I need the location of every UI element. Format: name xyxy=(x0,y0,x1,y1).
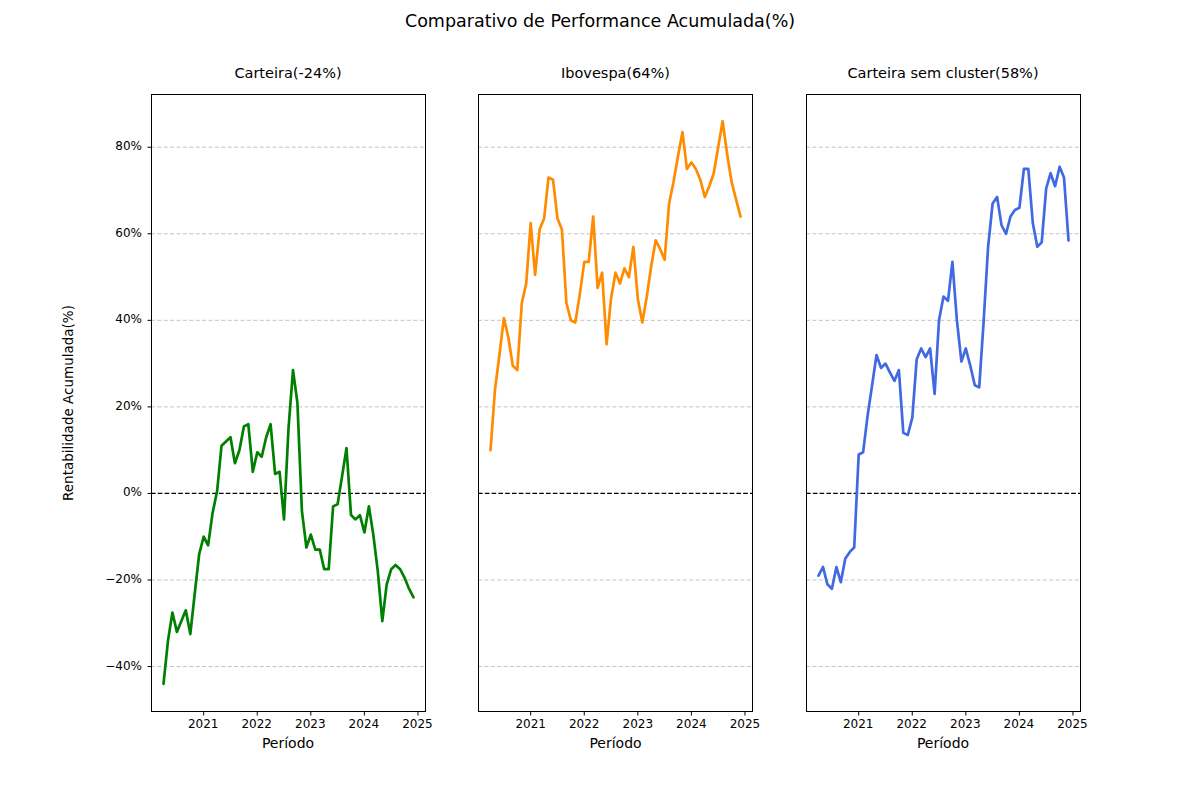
x-tick-label: 2025 xyxy=(1042,717,1102,731)
axes-border xyxy=(479,95,753,712)
y-tick-label: 80% xyxy=(70,139,142,153)
x-axis-label-ibovespa: Período xyxy=(478,735,753,751)
x-tick-label: 2022 xyxy=(882,717,942,731)
x-tick-label: 2022 xyxy=(227,717,287,731)
subplot-title-carteira: Carteira(-24%) xyxy=(151,65,426,81)
y-tick-label: 20% xyxy=(70,399,142,413)
x-tick-label: 2025 xyxy=(387,717,447,731)
series-line-ibovespa xyxy=(491,121,741,450)
x-tick-label: 2022 xyxy=(554,717,614,731)
plot-area-carteira xyxy=(151,94,426,712)
x-tick-label: 2021 xyxy=(828,717,888,731)
x-tick-label: 2021 xyxy=(501,717,561,731)
y-tick-label: 0% xyxy=(70,485,142,499)
plot-area-ibovespa xyxy=(478,94,753,712)
series-line-carteira-sem-cluster xyxy=(818,167,1068,589)
figure-title: Comparativo de Performance Acumulada(%) xyxy=(0,11,1200,31)
x-tick-label: 2024 xyxy=(334,717,394,731)
figure: Comparativo de Performance Acumulada(%) … xyxy=(0,0,1200,800)
x-tick-label: 2024 xyxy=(989,717,1049,731)
x-axis-label-carteira: Período xyxy=(151,735,426,751)
axes-border xyxy=(806,95,1080,712)
plot-area-carteira-sem-cluster xyxy=(806,94,1081,712)
x-tick-label: 2025 xyxy=(715,717,775,731)
y-tick-label: 60% xyxy=(70,226,142,240)
y-tick-label: 40% xyxy=(70,312,142,326)
subplot-title-ibovespa: Ibovespa(64%) xyxy=(478,65,753,81)
y-tick-label: −40% xyxy=(70,659,142,673)
x-tick-label: 2024 xyxy=(661,717,721,731)
x-tick-label: 2023 xyxy=(935,717,995,731)
series-line-carteira xyxy=(163,370,413,684)
x-axis-label-carteira-sem-cluster: Período xyxy=(806,735,1081,751)
x-tick-label: 2023 xyxy=(608,717,668,731)
subplot-title-carteira-sem-cluster: Carteira sem cluster(58%) xyxy=(806,65,1081,81)
y-tick-label: −20% xyxy=(70,572,142,586)
x-tick-label: 2021 xyxy=(173,717,233,731)
x-tick-label: 2023 xyxy=(280,717,340,731)
